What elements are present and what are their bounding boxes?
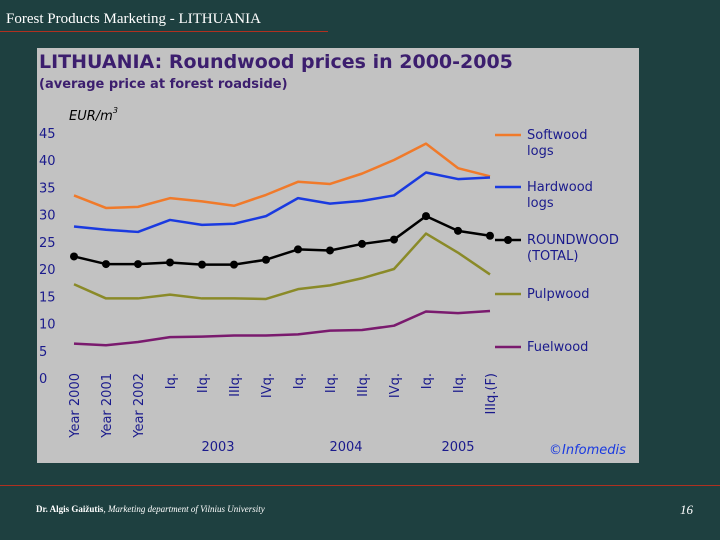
series-line-5: [73, 309, 491, 347]
data-point: [358, 239, 366, 248]
y-tick-label: 30: [39, 209, 56, 224]
data-point: [198, 260, 206, 269]
data-point: [230, 260, 238, 269]
y-tick-label: 40: [39, 154, 56, 169]
series-line-4: [73, 232, 491, 301]
x-tick-label: Iq.: [164, 373, 179, 389]
copyright-icon: ©: [549, 443, 562, 458]
chart-title: LITHUANIA: Roundwood prices in 2000-2005: [39, 51, 513, 73]
data-point: [166, 258, 174, 267]
x-tick-label: IIq.: [452, 373, 467, 393]
data-point: [326, 246, 334, 255]
y-axis-unit: EUR/m: [69, 109, 113, 124]
x-tick-label: IIIq.: [228, 373, 243, 397]
x-tick-label: IVq.: [388, 373, 403, 398]
data-point: [486, 231, 494, 240]
x-tick-label: Iq.: [420, 373, 435, 389]
data-point: [102, 260, 110, 269]
data-point: [422, 212, 430, 221]
y-tick-label: 20: [39, 263, 56, 278]
watermark: ©Infomedis: [549, 443, 626, 458]
slide-title: Forest Products Marketing - LITHUANIA: [6, 11, 261, 27]
series-line-2: [73, 171, 491, 234]
legend-marker: [504, 236, 512, 244]
page-number: 16: [680, 502, 693, 517]
data-point: [294, 245, 302, 254]
legend-label: ROUNDWOOD: [527, 233, 619, 248]
data-point: [262, 255, 270, 264]
data-point: [390, 235, 398, 244]
x-tick-label: IVq.: [260, 373, 275, 398]
y-axis-unit-exponent: 3: [113, 106, 118, 115]
legend-label: Hardwood: [527, 180, 593, 195]
legend-label: logs: [527, 144, 554, 159]
data-point: [70, 252, 78, 261]
x-tick-label: IIq.: [324, 373, 339, 393]
chart-subtitle: (average price at forest roadside): [39, 77, 288, 92]
x-tick-label: Year 2001: [100, 373, 115, 439]
y-tick-label: 45: [39, 127, 56, 142]
footer-divider: [0, 485, 720, 486]
series-line-1: [73, 142, 491, 210]
legend-label: Softwood: [527, 128, 587, 143]
y-axis-label: EUR/m3: [69, 106, 118, 124]
year-group-label: 2003: [201, 440, 234, 455]
y-tick-label: 35: [39, 181, 56, 196]
legend-label: Pulpwood: [527, 287, 590, 302]
chart-panel: LITHUANIA: Roundwood prices in 2000-2005…: [37, 48, 639, 463]
x-tick-label: Iq.: [292, 373, 307, 389]
x-tick-label: IIq.: [196, 373, 211, 393]
x-tick-label: IIIq.: [356, 373, 371, 397]
x-tick-label: Year 2000: [68, 373, 83, 439]
price-chart: LITHUANIA: Roundwood prices in 2000-2005…: [39, 51, 626, 458]
data-point: [134, 260, 142, 269]
y-tick-label: 10: [39, 318, 56, 333]
x-tick-label: Year 2002: [132, 373, 147, 439]
legend-label: logs: [527, 196, 554, 211]
y-tick-label: 25: [39, 236, 56, 251]
series-line-3: [73, 214, 491, 266]
y-tick-label: 5: [39, 345, 47, 360]
title-divider: [0, 31, 328, 32]
footer-author: Dr. Algis Gaižutis, Marketing department…: [36, 504, 265, 514]
author-name: Dr. Algis Gaižutis: [36, 504, 104, 514]
y-tick-label: 0: [39, 372, 47, 387]
author-affiliation: , Marketing department of Vilnius Univer…: [103, 504, 265, 514]
legend-label: Fuelwood: [527, 340, 588, 355]
legend-label: (TOTAL): [527, 249, 578, 264]
year-group-label: 2004: [329, 440, 362, 455]
plot-area: 0 5 10 15 20 25 30 35 40 45 Year 2000 Year 2001 Year…: [39, 127, 619, 455]
watermark-text: Infomedis: [562, 443, 626, 458]
y-tick-label: 15: [39, 290, 56, 305]
year-group-label: 2005: [441, 440, 474, 455]
x-tick-label: IIIq.(F): [484, 373, 499, 415]
data-point: [454, 226, 462, 235]
